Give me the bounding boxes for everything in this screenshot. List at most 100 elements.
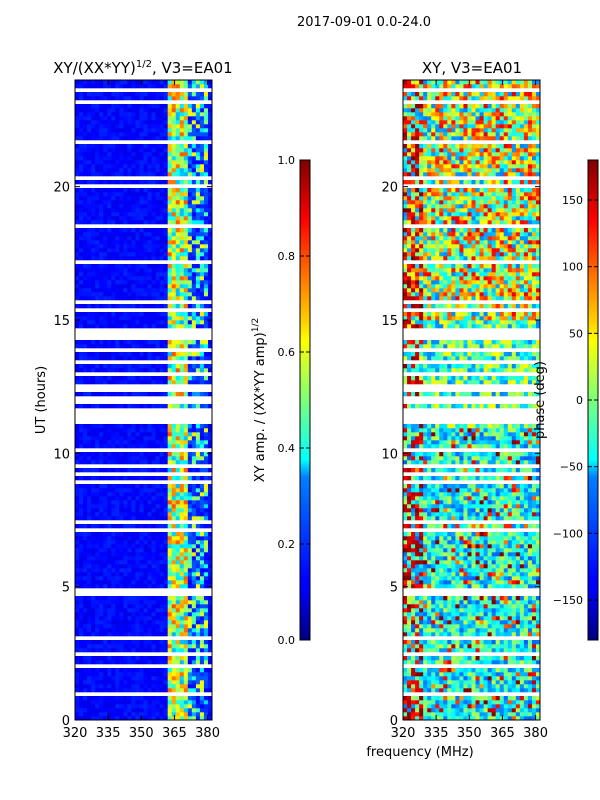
heatmap-cell	[167, 192, 173, 197]
heatmap-cell	[531, 712, 537, 717]
heatmap-cell	[123, 600, 128, 605]
heatmap-cell	[163, 676, 169, 681]
heatmap-cell	[199, 252, 205, 257]
heatmap-cell	[435, 624, 440, 629]
heatmap-cell	[179, 684, 185, 689]
heatmap-cell	[183, 496, 189, 501]
heatmap-cell	[111, 656, 116, 661]
heatmap-cell	[103, 120, 108, 125]
heatmap-cell	[87, 116, 92, 121]
heatmap-cell	[171, 320, 177, 325]
heatmap-cell	[135, 304, 140, 309]
heatmap-cell	[515, 712, 521, 717]
heatmap-cell	[163, 152, 169, 157]
heatmap-cell	[75, 568, 80, 573]
heatmap-cell	[463, 668, 468, 673]
heatmap-cell	[175, 516, 181, 521]
heatmap-cell	[187, 552, 193, 557]
heatmap-cell	[199, 600, 205, 605]
heatmap-cell	[179, 288, 185, 293]
heatmap-cell	[91, 84, 96, 89]
heatmap-cell	[187, 564, 193, 569]
heatmap-cell	[75, 232, 80, 237]
heatmap-cell	[95, 376, 100, 381]
heatmap-cell	[147, 192, 153, 197]
heatmap-cell	[519, 716, 525, 721]
heatmap-cell	[127, 708, 132, 713]
heatmap-cell	[115, 500, 120, 505]
heatmap-cell	[151, 168, 157, 173]
heatmap-cell	[195, 284, 201, 289]
heatmap-cell	[143, 144, 149, 149]
heatmap-cell	[163, 488, 169, 493]
heatmap-cell	[127, 144, 132, 149]
heatmap-cell	[487, 660, 493, 665]
heatmap-cell	[159, 656, 165, 661]
heatmap-cell	[187, 368, 193, 373]
heatmap-cell	[495, 684, 501, 689]
heatmap-cell	[111, 96, 116, 101]
heatmap-cell	[75, 688, 80, 693]
heatmap-cell	[115, 256, 120, 261]
heatmap-cell	[175, 144, 181, 149]
heatmap-cell	[179, 280, 185, 285]
heatmap-cell	[91, 236, 96, 241]
heatmap-cell	[135, 220, 140, 225]
heatmap-cell	[111, 268, 116, 273]
heatmap-cell	[87, 304, 92, 309]
heatmap-cell	[107, 200, 112, 205]
heatmap-cell	[191, 128, 197, 133]
heatmap-cell	[431, 712, 436, 717]
heatmap-cell	[439, 716, 444, 721]
heatmap-cell	[115, 488, 120, 493]
heatmap-cell	[95, 132, 100, 137]
heatmap-cell	[155, 524, 161, 529]
heatmap-cell	[95, 268, 100, 273]
heatmap-cell	[179, 688, 185, 693]
heatmap-cell	[83, 376, 88, 381]
heatmap-cell	[167, 500, 173, 505]
heatmap-cell	[135, 676, 140, 681]
heatmap-cell	[83, 144, 88, 149]
heatmap-cell	[119, 252, 124, 257]
heatmap-cell	[159, 700, 165, 705]
heatmap-cell	[167, 268, 173, 273]
heatmap-cell	[155, 644, 161, 649]
heatmap-cell	[419, 640, 424, 645]
heatmap-cell	[131, 252, 136, 257]
heatmap-cell	[159, 148, 165, 153]
heatmap-cell	[171, 324, 177, 329]
heatmap-cell	[179, 572, 185, 577]
heatmap-cell	[207, 560, 213, 565]
heatmap-cell	[107, 572, 112, 577]
heatmap-cell	[491, 712, 497, 717]
heatmap-cell	[451, 624, 456, 629]
heatmap-cell	[447, 668, 452, 673]
heatmap-cell	[455, 700, 460, 705]
heatmap-cell	[167, 496, 173, 501]
heatmap-cell	[115, 272, 120, 277]
heatmap-cell	[95, 296, 100, 301]
heatmap-cell	[139, 456, 144, 461]
heatmap-cell	[119, 656, 124, 661]
heatmap-cell	[191, 608, 197, 613]
heatmap-cell	[103, 156, 108, 161]
heatmap-cell	[459, 648, 464, 653]
heatmap-cell	[131, 392, 136, 397]
heatmap-cell	[79, 716, 84, 721]
heatmap-cell	[151, 504, 157, 509]
heatmap-cell	[131, 232, 136, 237]
heatmap-cell	[487, 688, 493, 693]
heatmap-cell	[131, 324, 136, 329]
heatmap-cell	[183, 104, 189, 109]
heatmap-cell	[151, 568, 157, 573]
heatmap-cell	[175, 280, 181, 285]
heatmap-cell	[83, 216, 88, 221]
heatmap-cell	[171, 704, 177, 709]
heatmap-cell	[79, 668, 84, 673]
heatmap-cell	[135, 512, 140, 517]
heatmap-cell	[187, 656, 193, 661]
heatmap-cell	[87, 660, 92, 665]
heatmap-cell	[187, 376, 193, 381]
heatmap-cell	[111, 192, 116, 197]
